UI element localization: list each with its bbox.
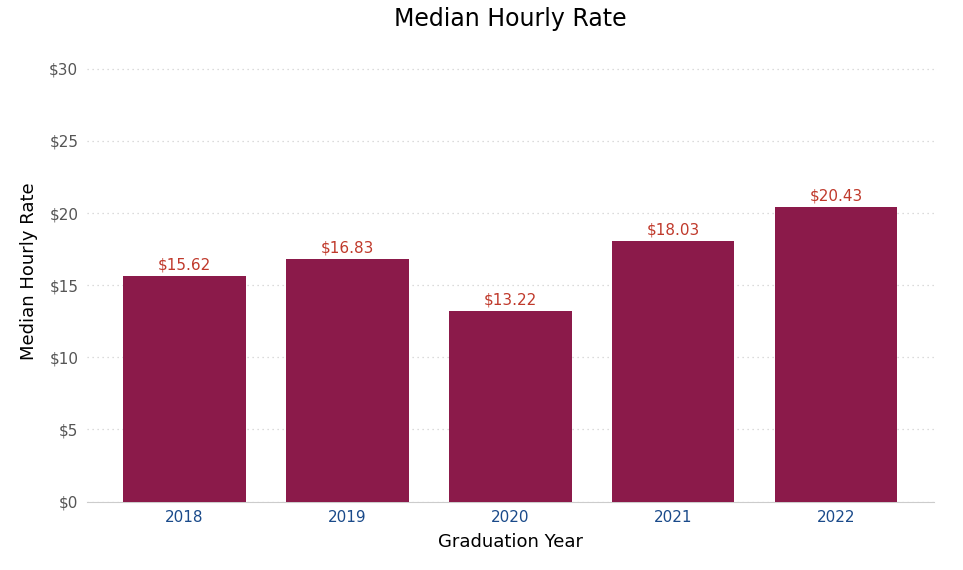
Text: $13.22: $13.22 bbox=[483, 292, 537, 307]
Bar bbox=[775, 207, 898, 502]
Y-axis label: Median Hourly Rate: Median Hourly Rate bbox=[20, 182, 39, 360]
X-axis label: Graduation Year: Graduation Year bbox=[438, 534, 583, 551]
Bar bbox=[450, 311, 571, 502]
Text: $16.83: $16.83 bbox=[321, 240, 374, 255]
Text: $18.03: $18.03 bbox=[647, 223, 700, 238]
Text: $20.43: $20.43 bbox=[810, 188, 863, 203]
Bar bbox=[612, 242, 735, 502]
Title: Median Hourly Rate: Median Hourly Rate bbox=[394, 7, 627, 31]
Bar bbox=[123, 276, 246, 502]
Text: $15.62: $15.62 bbox=[158, 258, 211, 272]
Bar bbox=[286, 259, 408, 502]
